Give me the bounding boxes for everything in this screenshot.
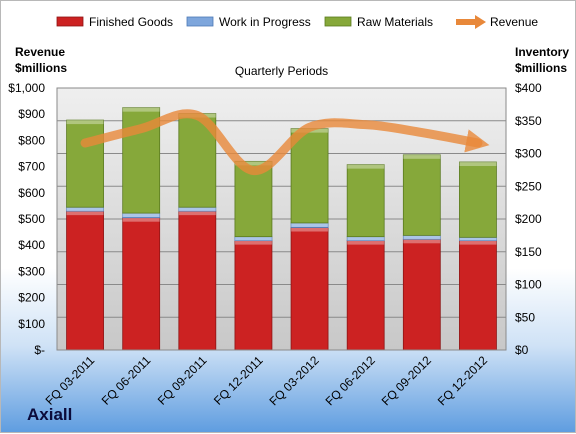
bar-highlight xyxy=(234,236,272,241)
left-tick-label: $- xyxy=(34,343,45,357)
bar-raw-materials xyxy=(66,119,104,208)
right-tick-label: $150 xyxy=(515,245,542,259)
bar-highlight xyxy=(234,161,272,166)
left-tick-label: $900 xyxy=(18,107,45,121)
x-tick-label: FQ 03-2011 xyxy=(43,353,98,408)
legend-arrow xyxy=(475,15,486,29)
plot-border xyxy=(56,87,507,351)
bar-raw-materials xyxy=(234,160,273,238)
bar-highlight xyxy=(66,211,104,216)
bar-finished-goods xyxy=(459,240,497,351)
right-tick-label: $300 xyxy=(515,147,542,161)
left-tick-label: $400 xyxy=(18,238,45,252)
x-tick-label: FQ 12-2011 xyxy=(211,353,266,408)
left-tick-label: $200 xyxy=(18,291,45,305)
left-tick-label: $300 xyxy=(18,264,45,278)
bar-highlight xyxy=(234,240,272,245)
bar-highlight xyxy=(347,164,385,169)
bar-highlight xyxy=(122,217,160,222)
right-tick-label: $350 xyxy=(515,114,542,128)
bar-finished-goods xyxy=(122,217,161,351)
right-tick-label: $0 xyxy=(515,343,529,357)
legend-label: Raw Materials xyxy=(357,15,433,29)
bar-highlight xyxy=(403,154,441,159)
bar-finished-goods xyxy=(234,240,273,351)
x-tick-label: FQ 03-2012 xyxy=(266,353,321,408)
bar-finished-goods xyxy=(290,227,329,351)
x-tick-label: FQ 09-2012 xyxy=(379,353,434,408)
bar-highlight xyxy=(459,240,497,245)
x-tick-label: FQ 09-2011 xyxy=(155,353,210,408)
right-tick-label: $400 xyxy=(515,81,542,95)
bar-raw-materials xyxy=(290,128,329,224)
bar-highlight xyxy=(347,240,385,245)
bar-raw-materials xyxy=(346,164,385,238)
bar-finished-goods xyxy=(402,238,441,351)
bar-highlight xyxy=(178,211,216,216)
bar-highlight xyxy=(403,235,441,240)
legend-swatch xyxy=(186,16,214,27)
revenue-line xyxy=(80,109,490,176)
left-axis-title-line2: $millions xyxy=(15,61,67,75)
left-tick-label: $100 xyxy=(18,317,45,331)
right-tick-label: $200 xyxy=(515,212,542,226)
right-axis-title-line1: Inventory xyxy=(515,45,569,59)
bar-finished-goods xyxy=(66,210,104,351)
bar-highlight xyxy=(291,222,329,227)
bar-highlight xyxy=(459,237,497,241)
bar-highlight xyxy=(122,107,160,112)
x-tick-label: FQ 06-2012 xyxy=(323,353,378,408)
right-axis-title-line2: $millions xyxy=(515,61,567,75)
left-tick-label: $800 xyxy=(18,133,45,147)
chart-subtitle: Quarterly Periods xyxy=(235,64,328,78)
bar-highlight xyxy=(66,207,104,212)
bar-raw-materials xyxy=(402,154,441,236)
left-tick-label: $600 xyxy=(18,186,45,200)
bar-highlight xyxy=(122,213,160,218)
right-tick-label: $100 xyxy=(515,278,542,292)
legend-label: Finished Goods xyxy=(89,15,173,29)
x-tick-label: FQ 12-2012 xyxy=(435,353,490,408)
legend-swatch xyxy=(324,16,352,27)
bar-finished-goods xyxy=(346,240,385,351)
bar-highlight xyxy=(347,236,385,241)
legend-swatch xyxy=(56,16,84,27)
bar-finished-goods xyxy=(178,210,217,351)
legend-label: Work in Progress xyxy=(219,15,311,29)
bar-highlight xyxy=(403,239,441,244)
legend-label: Revenue xyxy=(490,15,538,29)
bar-highlight xyxy=(178,207,216,212)
bar-highlight xyxy=(459,162,497,167)
left-tick-label: $500 xyxy=(18,212,45,226)
x-tick-label: FQ 06-2011 xyxy=(99,353,154,408)
bar-highlight xyxy=(66,120,104,125)
bar-raw-materials xyxy=(459,161,497,238)
left-tick-label: $1,000 xyxy=(8,81,45,95)
company-name: Axiall xyxy=(27,405,73,424)
right-tick-label: $250 xyxy=(515,179,542,193)
left-axis-title-line1: Revenue xyxy=(15,45,65,59)
left-tick-label: $700 xyxy=(18,160,45,174)
right-tick-label: $50 xyxy=(515,310,535,324)
bar-highlight xyxy=(291,227,329,232)
